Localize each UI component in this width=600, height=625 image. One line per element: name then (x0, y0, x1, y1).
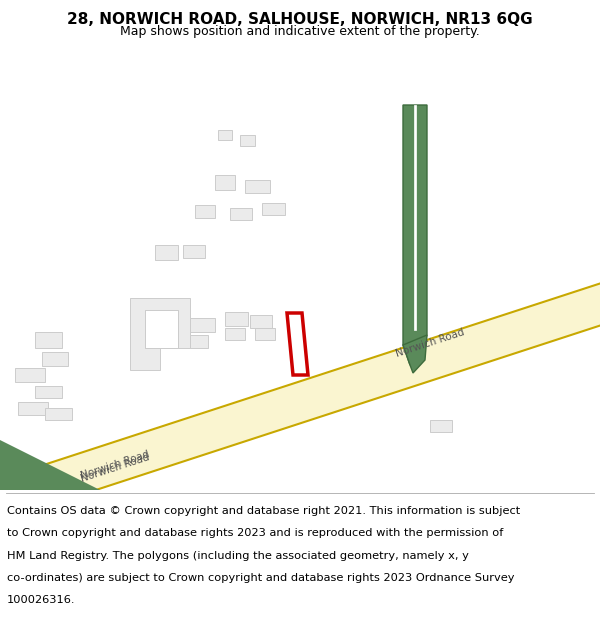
Polygon shape (183, 245, 205, 258)
Text: Norwich Road: Norwich Road (79, 449, 151, 481)
Polygon shape (42, 352, 68, 366)
Polygon shape (130, 298, 190, 370)
Polygon shape (262, 203, 285, 215)
Text: 100026316.: 100026316. (7, 595, 76, 605)
Polygon shape (240, 135, 255, 146)
Polygon shape (155, 245, 178, 260)
Text: 28, NORWICH ROAD, SALHOUSE, NORWICH, NR13 6QG: 28, NORWICH ROAD, SALHOUSE, NORWICH, NR1… (67, 12, 533, 28)
Polygon shape (195, 205, 215, 218)
Polygon shape (255, 328, 275, 340)
Polygon shape (0, 440, 100, 490)
Text: Map shows position and indicative extent of the property.: Map shows position and indicative extent… (120, 24, 480, 38)
Polygon shape (230, 208, 252, 220)
Polygon shape (45, 408, 72, 420)
Polygon shape (225, 328, 245, 340)
Polygon shape (403, 105, 427, 365)
Polygon shape (145, 310, 178, 348)
Polygon shape (0, 279, 600, 529)
Text: Norwich Road: Norwich Road (79, 452, 151, 484)
Polygon shape (35, 332, 62, 348)
Text: to Crown copyright and database rights 2023 and is reproduced with the permissio: to Crown copyright and database rights 2… (7, 529, 503, 539)
Polygon shape (218, 130, 232, 140)
Polygon shape (18, 402, 48, 415)
Text: Norwich Road: Norwich Road (394, 327, 466, 359)
Text: Contains OS data © Crown copyright and database right 2021. This information is : Contains OS data © Crown copyright and d… (7, 506, 520, 516)
Polygon shape (245, 180, 270, 193)
Polygon shape (403, 335, 427, 373)
Polygon shape (414, 105, 416, 330)
Polygon shape (430, 420, 452, 432)
Text: co-ordinates) are subject to Crown copyright and database rights 2023 Ordnance S: co-ordinates) are subject to Crown copyr… (7, 573, 515, 583)
Polygon shape (225, 312, 248, 326)
Polygon shape (215, 175, 235, 190)
Polygon shape (250, 315, 272, 328)
Polygon shape (15, 368, 45, 382)
Polygon shape (145, 310, 178, 348)
Polygon shape (35, 386, 62, 398)
Polygon shape (190, 318, 215, 332)
Text: HM Land Registry. The polygons (including the associated geometry, namely x, y: HM Land Registry. The polygons (includin… (7, 551, 469, 561)
Polygon shape (190, 335, 208, 348)
